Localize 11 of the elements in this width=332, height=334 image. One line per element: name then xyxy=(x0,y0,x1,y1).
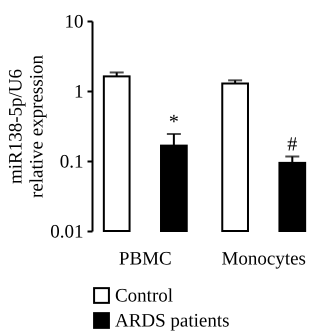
annotation: * xyxy=(168,111,179,134)
legend-label: ARDS patients xyxy=(115,310,230,332)
y-tick-label: 10 xyxy=(64,12,84,32)
y-tick-label: 0.1 xyxy=(60,152,84,172)
annotation: # xyxy=(287,133,298,156)
y-tick-label: 1 xyxy=(74,82,84,102)
x-tick-label: Monocytes xyxy=(221,248,306,270)
y-tick-label: 0.01 xyxy=(50,222,84,242)
legend-label: Control xyxy=(115,286,174,306)
x-tick-label: PBMC xyxy=(118,248,172,270)
y-axis-title: miR138-5p/U6 relative expression xyxy=(5,54,48,198)
